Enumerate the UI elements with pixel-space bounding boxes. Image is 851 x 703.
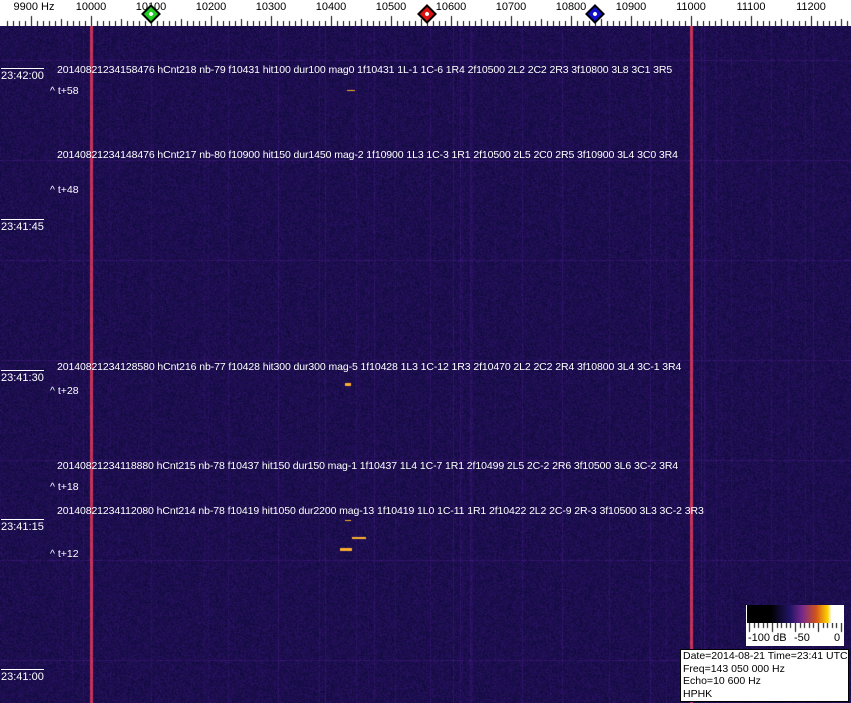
freq-label: 10700 (495, 1, 527, 13)
freq-label: 10600 (435, 1, 467, 13)
info-station: HPHK (683, 687, 713, 700)
scale-label: 0 (834, 632, 841, 644)
freq-label: 10300 (255, 1, 287, 13)
event-line: 20140821234128580 hCnt216 nb-77 f10428 h… (57, 361, 682, 373)
time-label: 23:42:00 (1, 68, 44, 82)
info-box: Date=2014-08-21 Time=23:41 UTC Freq=143 … (680, 649, 849, 702)
info-frequency: Freq=143 050 000 Hz (683, 662, 785, 675)
event-offset: ^ t+18 (50, 481, 79, 493)
freq-label: 11000 (676, 1, 706, 13)
freq-label: 10000 (75, 1, 107, 13)
event-offset: ^ t+58 (50, 85, 79, 97)
frequency-axis: 9900 Hz 10000 10100 10200 10300 10400 10… (0, 0, 851, 26)
time-label: 23:41:30 (1, 370, 44, 384)
info-echo: Echo=10 600 Hz (683, 675, 761, 687)
event-offset: ^ t+28 (50, 385, 79, 397)
freq-label: 10900 (615, 1, 647, 13)
event-line: 20140821234158476 hCnt218 nb-79 f10431 h… (57, 64, 673, 76)
scale-label: -100 dB (748, 632, 787, 644)
event-line: 20140821234118880 hCnt215 nb-78 f10437 h… (57, 460, 679, 472)
event-line: 20140821234112080 hCnt214 nb-78 f10419 h… (57, 505, 704, 517)
time-label: 23:41:00 (1, 669, 44, 683)
freq-label: 11100 (736, 1, 766, 13)
scale-label: -50 (794, 632, 810, 644)
color-scale-ticks (746, 623, 844, 633)
freq-label: 10500 (375, 1, 407, 13)
waterfall-display[interactable] (0, 26, 851, 703)
freq-label: 11200 (796, 1, 826, 13)
freq-label: 10200 (195, 1, 227, 13)
event-offset: ^ t+12 (50, 548, 79, 560)
time-label: 23:41:15 (1, 519, 44, 533)
freq-label: 10400 (315, 1, 347, 13)
axis-unit-label: 9900 Hz (13, 1, 55, 13)
event-offset: ^ t+48 (50, 184, 79, 196)
color-scale: -100 dB -50 0 (746, 605, 844, 646)
time-label: 23:41:45 (1, 219, 44, 233)
freq-label: 10800 (555, 1, 587, 13)
color-gradient (747, 605, 843, 623)
event-line: 20140821234148476 hCnt217 nb-80 f10900 h… (57, 149, 678, 161)
info-date-time: Date=2014-08-21 Time=23:41 UTC (683, 650, 848, 662)
